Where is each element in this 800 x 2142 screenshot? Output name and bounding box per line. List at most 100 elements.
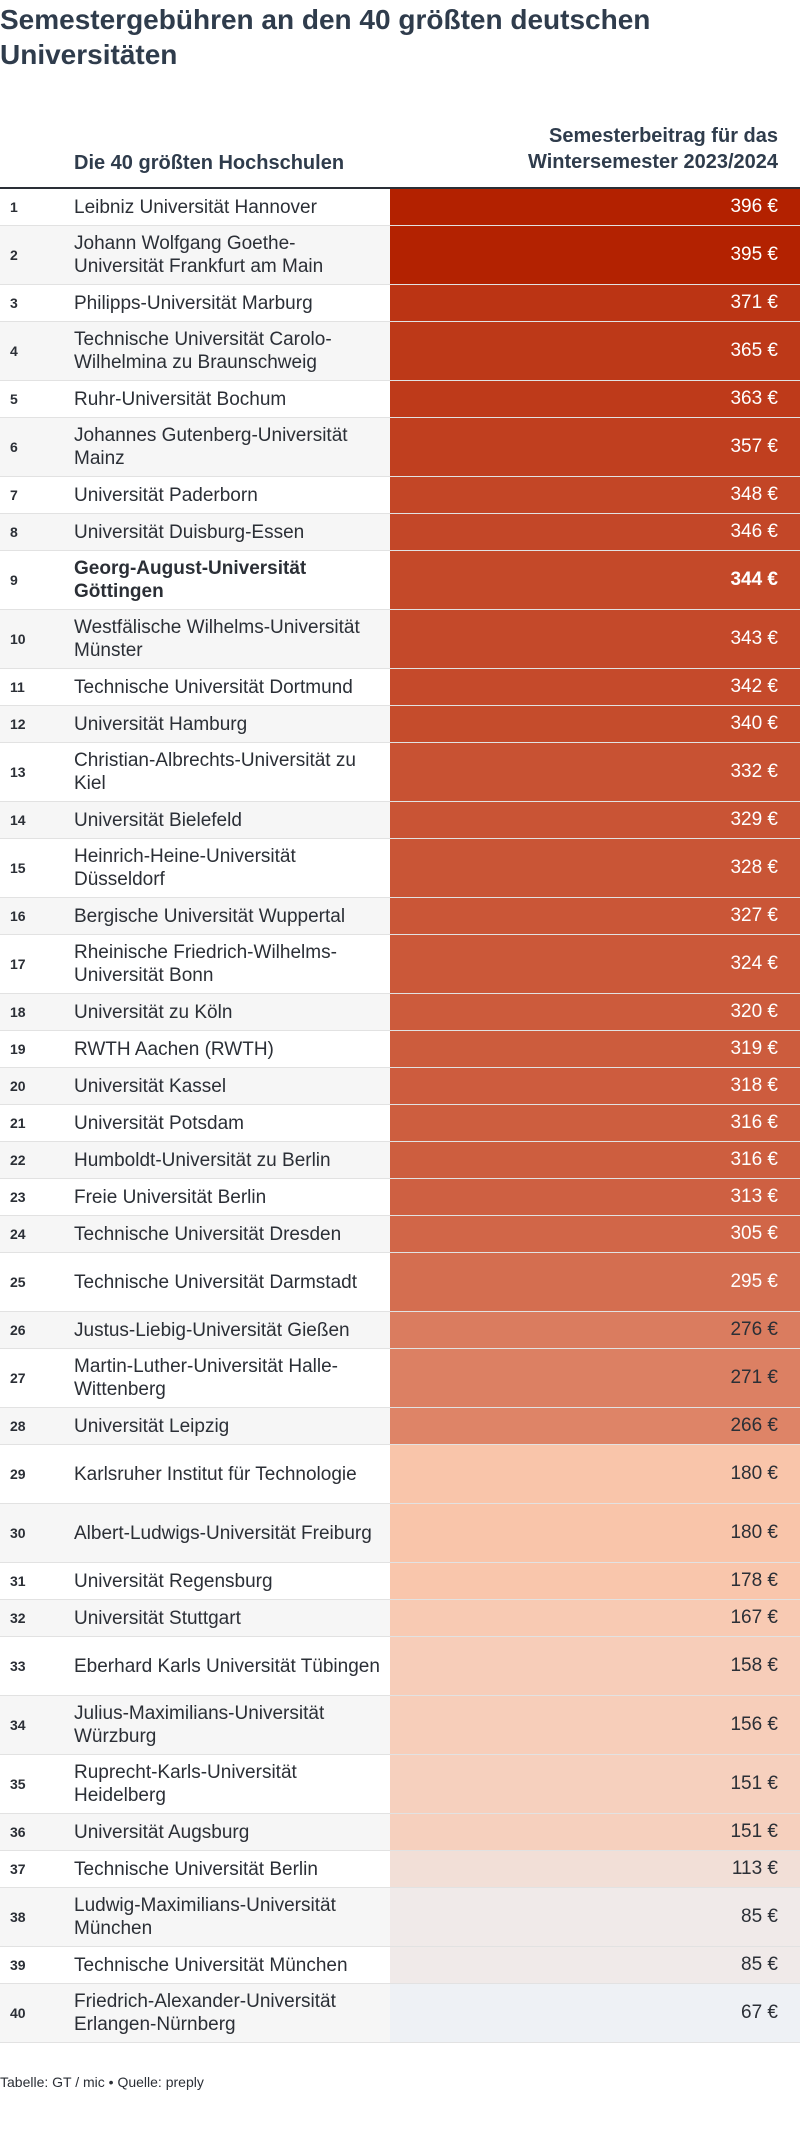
table-row: 27 Martin-Luther-Universität Halle-Witten… (0, 1349, 800, 1408)
table-body: 1 Leibniz Universität Hannover 396 € 2 Johan… (0, 189, 800, 2043)
rank-label: 19 (10, 1041, 26, 1057)
table-row: 19 RWTH Aachen (RWTH) 319 € (0, 1031, 800, 1068)
fee-value-cell: 67 € (390, 1984, 800, 2042)
university-name: Eberhard Karls Universität Tübingen (74, 1655, 380, 1677)
university-name: Johann Wolfgang Goethe-Universität Frank… (74, 233, 324, 277)
table-row: 23 Freie Universität Berlin 313 € (0, 1179, 800, 1216)
rank-label: 24 (10, 1226, 26, 1242)
fee-value-cell: 113 € (390, 1851, 800, 1887)
rank-label: 30 (10, 1525, 26, 1541)
fee-value-cell: 319 € (390, 1031, 800, 1067)
table-row: 14 Universität Bielefeld 329 € (0, 802, 800, 839)
fee-value-cell: 85 € (390, 1947, 800, 1983)
rank-label: 28 (10, 1418, 26, 1434)
table-row: 5 Ruhr-Universität Bochum 363 € (0, 381, 800, 418)
university-name: Julius-Maximilians-Universität Würzburg (74, 1703, 325, 1747)
fee-value-cell: 313 € (390, 1179, 800, 1215)
rank-label: 5 (10, 391, 18, 407)
rank-label: 21 (10, 1115, 26, 1131)
table-row: 13 Christian-Albrechts-Universität zu Kie… (0, 743, 800, 802)
table-row: 30 Albert-Ludwigs-Universität Freiburg 180… (0, 1504, 800, 1563)
table-row: 31 Universität Regensburg 178 € (0, 1563, 800, 1600)
rank-label: 12 (10, 716, 26, 732)
table-row: 18 Universität zu Köln 320 € (0, 994, 800, 1031)
fee-value-cell: 363 € (390, 381, 800, 417)
university-name: Heinrich-Heine-Universität Düsseldorf (74, 846, 296, 890)
university-name: Technische Universität München (74, 1954, 348, 1976)
university-name: Humboldt-Universität zu Berlin (74, 1149, 331, 1171)
rank-label: 8 (10, 524, 18, 540)
university-name: Georg-August-Universität Göttingen (74, 558, 307, 602)
chart-title: Semestergebühren an den 40 größten deuts… (0, 4, 651, 70)
university-name: Westfälische Wilhelms-Universität Münste… (74, 617, 360, 661)
fee-value-cell: 320 € (390, 994, 800, 1030)
rank-label: 13 (10, 764, 26, 780)
fee-value-cell: 305 € (390, 1216, 800, 1252)
university-name: Albert-Ludwigs-Universität Freiburg (74, 1522, 372, 1544)
rank-label: 16 (10, 908, 26, 924)
fee-value-cell: 271 € (390, 1349, 800, 1407)
university-name: RWTH Aachen (RWTH) (74, 1038, 274, 1060)
table-row: 17 Rheinische Friedrich-Wilhelms-Universi… (0, 935, 800, 994)
university-name: Universität Kassel (74, 1075, 227, 1097)
rank-label: 2 (10, 247, 18, 263)
university-name: Technische Universität Berlin (74, 1858, 318, 1880)
university-name: Martin-Luther-Universität Halle-Wittenbe… (74, 1356, 338, 1400)
table-row: 25 Technische Universität Darmstadt 295 € (0, 1253, 800, 1312)
university-name: Technische Universität Carolo-Wilhelmina… (74, 329, 332, 373)
fee-value-cell: 357 € (390, 418, 800, 476)
university-name: Universität Augsburg (74, 1821, 250, 1843)
table-row: 4 Technische Universität Carolo-Wilhelmin… (0, 322, 800, 381)
rank-label: 22 (10, 1152, 26, 1168)
table-row: 24 Technische Universität Dresden 305 € (0, 1216, 800, 1253)
rank-label: 14 (10, 812, 26, 828)
fee-value-cell: 328 € (390, 839, 800, 897)
rank-label: 7 (10, 487, 18, 503)
rank-label: 38 (10, 1909, 26, 1925)
source-note: Tabelle: GT / mic • Quelle: preply (0, 2074, 204, 2090)
rank-label: 33 (10, 1658, 26, 1674)
rank-label: 6 (10, 439, 18, 455)
rank-label: 37 (10, 1861, 26, 1877)
university-name: Universität Duisburg-Essen (74, 521, 305, 543)
fee-value-cell: 151 € (390, 1814, 800, 1850)
fee-value-cell: 266 € (390, 1408, 800, 1444)
university-name: Leibniz Universität Hannover (74, 196, 317, 218)
fee-value-cell: 158 € (390, 1637, 800, 1695)
fee-value-cell: 180 € (390, 1445, 800, 1503)
fee-value-cell: 156 € (390, 1696, 800, 1754)
university-name: Universität zu Köln (74, 1001, 233, 1023)
rank-label: 39 (10, 1957, 26, 1973)
table-row: 38 Ludwig-Maximilians-Universität München… (0, 1888, 800, 1947)
table-row: 40 Friedrich-Alexander-Universität Erlang… (0, 1984, 800, 2043)
university-name: Freie Universität Berlin (74, 1186, 267, 1208)
table-row: 16 Bergische Universität Wuppertal 327 € (0, 898, 800, 935)
rank-label: 23 (10, 1189, 26, 1205)
university-name: Christian-Albrechts-Universität zu Kiel (74, 750, 356, 794)
table-header: Die 40 größten Hochschulen Semesterbeitr… (0, 115, 800, 189)
table-row: 36 Universität Augsburg 151 € (0, 1814, 800, 1851)
rank-label: 4 (10, 343, 18, 359)
table-row: 33 Eberhard Karls Universität Tübingen 158… (0, 1637, 800, 1696)
rank-label: 35 (10, 1776, 26, 1792)
rank-label: 17 (10, 956, 26, 972)
fee-value-cell: 276 € (390, 1312, 800, 1348)
table-row: 9 Georg-August-Universität Göttingen 344 € (0, 551, 800, 610)
rank-label: 34 (10, 1717, 26, 1733)
table-row: 21 Universität Potsdam 316 € (0, 1105, 800, 1142)
university-name: Universität Bielefeld (74, 809, 242, 831)
rank-label: 31 (10, 1573, 26, 1589)
university-name: Universität Hamburg (74, 713, 248, 735)
fee-value-cell: 342 € (390, 669, 800, 705)
fee-value-cell: 396 € (390, 189, 800, 225)
fee-value-cell: 348 € (390, 477, 800, 513)
fee-value-cell: 371 € (390, 285, 800, 321)
column-header-value: Semesterbeitrag für das Wintersemester 2… (528, 125, 778, 173)
fee-value-cell: 365 € (390, 322, 800, 380)
fee-value-cell: 324 € (390, 935, 800, 993)
rank-label: 10 (10, 631, 26, 647)
rank-label: 3 (10, 295, 18, 311)
rank-label: 25 (10, 1274, 26, 1290)
table-row: 39 Technische Universität München 85 € (0, 1947, 800, 1984)
rank-label: 11 (10, 679, 25, 695)
